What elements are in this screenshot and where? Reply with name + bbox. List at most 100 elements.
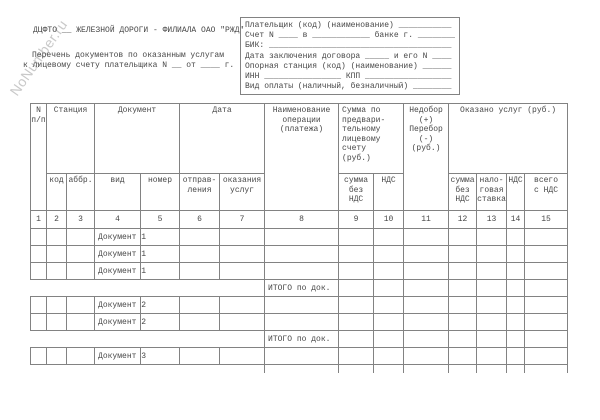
totals-label-cell: ИТОГО по док.: [264, 279, 340, 297]
empty-cell: [476, 228, 508, 246]
empty-cell: [46, 228, 67, 246]
empty-cell: [403, 296, 450, 314]
col-header-station-code: код: [46, 173, 67, 211]
empty-merged-cell: [30, 364, 265, 373]
empty-cell: [338, 330, 375, 348]
empty-cell: [506, 296, 526, 314]
empty-cell: [506, 330, 526, 348]
empty-cell: [506, 364, 526, 373]
col-number: 9: [338, 210, 375, 229]
empty-cell: [338, 228, 375, 246]
empty-cell: [264, 245, 340, 263]
info-line-station: Опорная станция (код) (наименование) ___…: [245, 61, 452, 71]
empty-cell: [179, 347, 221, 365]
empty-cell: [338, 279, 375, 297]
col-header-tax-rate: нало- говая ставка: [476, 173, 508, 211]
empty-cell: [506, 228, 526, 246]
empty-cell: [264, 347, 340, 365]
empty-cell: [65, 313, 96, 331]
info-line-payment-type: Вид оплаты (наличный, безналичный) _____…: [245, 82, 452, 92]
document-name-cell: Документ 2: [94, 296, 146, 314]
empty-cell: [448, 279, 478, 297]
empty-cell: [30, 313, 47, 331]
empty-cell: [30, 296, 47, 314]
empty-cell: [524, 262, 569, 280]
empty-cell: [46, 262, 67, 280]
col-header-date-departure: отправ- ления: [179, 173, 221, 211]
empty-cell: [219, 245, 266, 263]
col-header-prelim-sum-novat: сумма без НДС: [338, 173, 375, 211]
document-name-cell: Документ 1: [94, 228, 146, 246]
empty-cell: [46, 313, 67, 331]
col-number: 12: [448, 210, 478, 229]
empty-cell: [524, 364, 569, 373]
empty-cell: [30, 245, 47, 263]
empty-cell: [338, 245, 375, 263]
col-number: 6: [179, 210, 221, 229]
empty-cell: [65, 228, 96, 246]
header-group-row: N п/п Станция Документ Дата Наименование…: [30, 103, 569, 211]
empty-cell: [30, 347, 47, 365]
empty-cell: [448, 313, 478, 331]
empty-cell: [476, 279, 508, 297]
empty-cell: [448, 262, 478, 280]
col-number: 1: [30, 210, 47, 229]
empty-cell: [179, 313, 221, 331]
document-name-cell: Документ 2: [94, 313, 146, 331]
empty-cell: [65, 245, 96, 263]
table-row-doc: Документ 3: [30, 347, 569, 365]
empty-cell: [140, 245, 181, 263]
col-number: 13: [476, 210, 508, 229]
col-header-services-vat: НДС: [506, 173, 526, 211]
empty-merged-cell: [30, 330, 265, 348]
col-group-date: Дата: [179, 103, 266, 174]
empty-cell: [140, 313, 181, 331]
col-group-services: Оказано услуг (руб.): [448, 103, 569, 174]
empty-cell: [506, 262, 526, 280]
empty-cell: [219, 228, 266, 246]
col-number: 7: [219, 210, 266, 229]
empty-cell: [219, 347, 266, 365]
col-number: 5: [140, 210, 181, 229]
empty-cell: [506, 347, 526, 365]
empty-cell: [476, 330, 508, 348]
empty-cell: [338, 262, 375, 280]
empty-cell: [524, 313, 569, 331]
empty-cell: [403, 245, 450, 263]
empty-cell: [448, 330, 478, 348]
empty-cell: [476, 262, 508, 280]
empty-cell: [403, 330, 450, 348]
empty-cell: [373, 228, 405, 246]
col-header-num: N п/п: [30, 103, 47, 211]
empty-cell: [65, 296, 96, 314]
table-row-doc: Документ 1: [30, 228, 569, 246]
empty-cell: [30, 262, 47, 280]
empty-cell: [506, 313, 526, 331]
col-number: 15: [524, 210, 569, 229]
empty-cell: [448, 347, 478, 365]
empty-cell: [373, 364, 405, 373]
empty-cell: [403, 262, 450, 280]
col-number: 3: [65, 210, 96, 229]
empty-cell: [264, 228, 340, 246]
header-sub-row: код аббр. вид номер отправ- ления оказан…: [31, 173, 569, 211]
empty-cell: [338, 347, 375, 365]
empty-merged-cell: [30, 279, 265, 297]
empty-cell: [373, 262, 405, 280]
col-header-total-with-vat: всего с НДС: [524, 173, 569, 211]
empty-cell: [403, 228, 450, 246]
empty-cell: [338, 364, 375, 373]
info-line-payer: Плательщик (код) (наименование) ________…: [245, 21, 452, 30]
col-header-station-abbr: аббр.: [65, 173, 96, 211]
col-number: 4: [94, 210, 142, 229]
empty-cell: [476, 296, 508, 314]
document-name-cell: Документ 1: [94, 245, 146, 263]
col-header-date-services: оказания услуг: [219, 173, 266, 211]
empty-cell: [264, 364, 340, 373]
col-header-doc-number: номер: [140, 173, 181, 211]
table-row-doc: Документ 1: [30, 245, 569, 263]
empty-cell: [373, 279, 405, 297]
empty-cell: [403, 347, 450, 365]
empty-cell: [179, 245, 221, 263]
